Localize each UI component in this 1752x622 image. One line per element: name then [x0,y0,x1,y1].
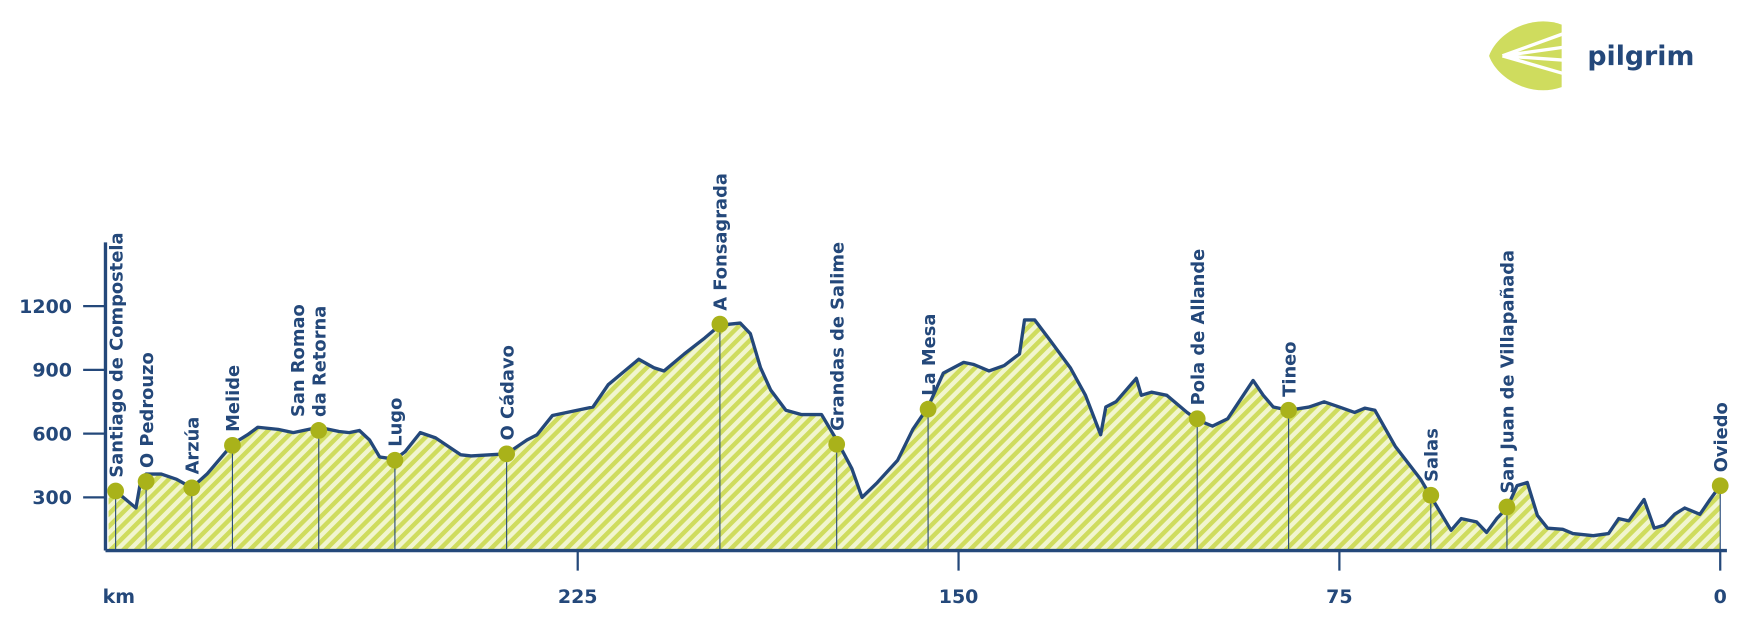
waypoint [1711,477,1729,495]
x-tick-label: 150 [939,586,979,608]
waypoint [1498,498,1516,516]
waypoint [183,479,201,497]
waypoint [711,315,729,333]
waypoint-label: Oviedo [1711,402,1732,472]
x-tick-label: 225 [558,586,598,608]
waypoint [1188,410,1206,428]
waypoint-label: O Pedrouzo [137,352,158,468]
y-tick-label: 600 [32,423,72,445]
waypoint [386,451,404,469]
waypoint [107,482,125,500]
waypoint-label: San Romao [288,304,309,417]
waypoint [828,435,846,453]
x-tick-label: 0 [1714,586,1727,608]
waypoint-label: Arzúa [183,417,204,475]
waypoint-label: Tineo [1279,341,1300,396]
waypoint [137,473,155,490]
waypoint [498,445,516,463]
waypoint-label: Melide [223,365,244,432]
x-axis-label: km [103,586,135,608]
waypoint [919,400,937,418]
area [108,319,1721,551]
waypoint [1422,486,1440,504]
waypoint-label: Salas [1421,428,1442,482]
waypoint-label: da Retorna [309,306,330,417]
logo-text: pilgrim [1587,41,1694,72]
waypoint [224,436,241,454]
x-tick-label: 75 [1326,586,1352,608]
waypoint-label: Lugo [386,398,407,447]
waypoint-label: A Fonsagrada [711,173,732,311]
waypoint [1280,401,1297,419]
waypoint-label: Grandas de Salime [827,242,848,431]
y-tick-label: 900 [32,360,72,382]
waypoint-label: San Juan de Villapañada [1498,250,1519,494]
waypoint [310,422,328,439]
y-tick-label: 300 [32,487,72,509]
logo: pilgrim [1489,21,1694,91]
y-tick-label: 1200 [19,296,72,318]
profile-line [108,318,1722,538]
waypoint-label: La Mesa [919,314,940,396]
waypoint-label: Santiago de Compostela [106,232,127,477]
waypoint-label: O Cádavo [497,345,518,440]
waypoint-label: Pola de Allande [1188,249,1209,406]
